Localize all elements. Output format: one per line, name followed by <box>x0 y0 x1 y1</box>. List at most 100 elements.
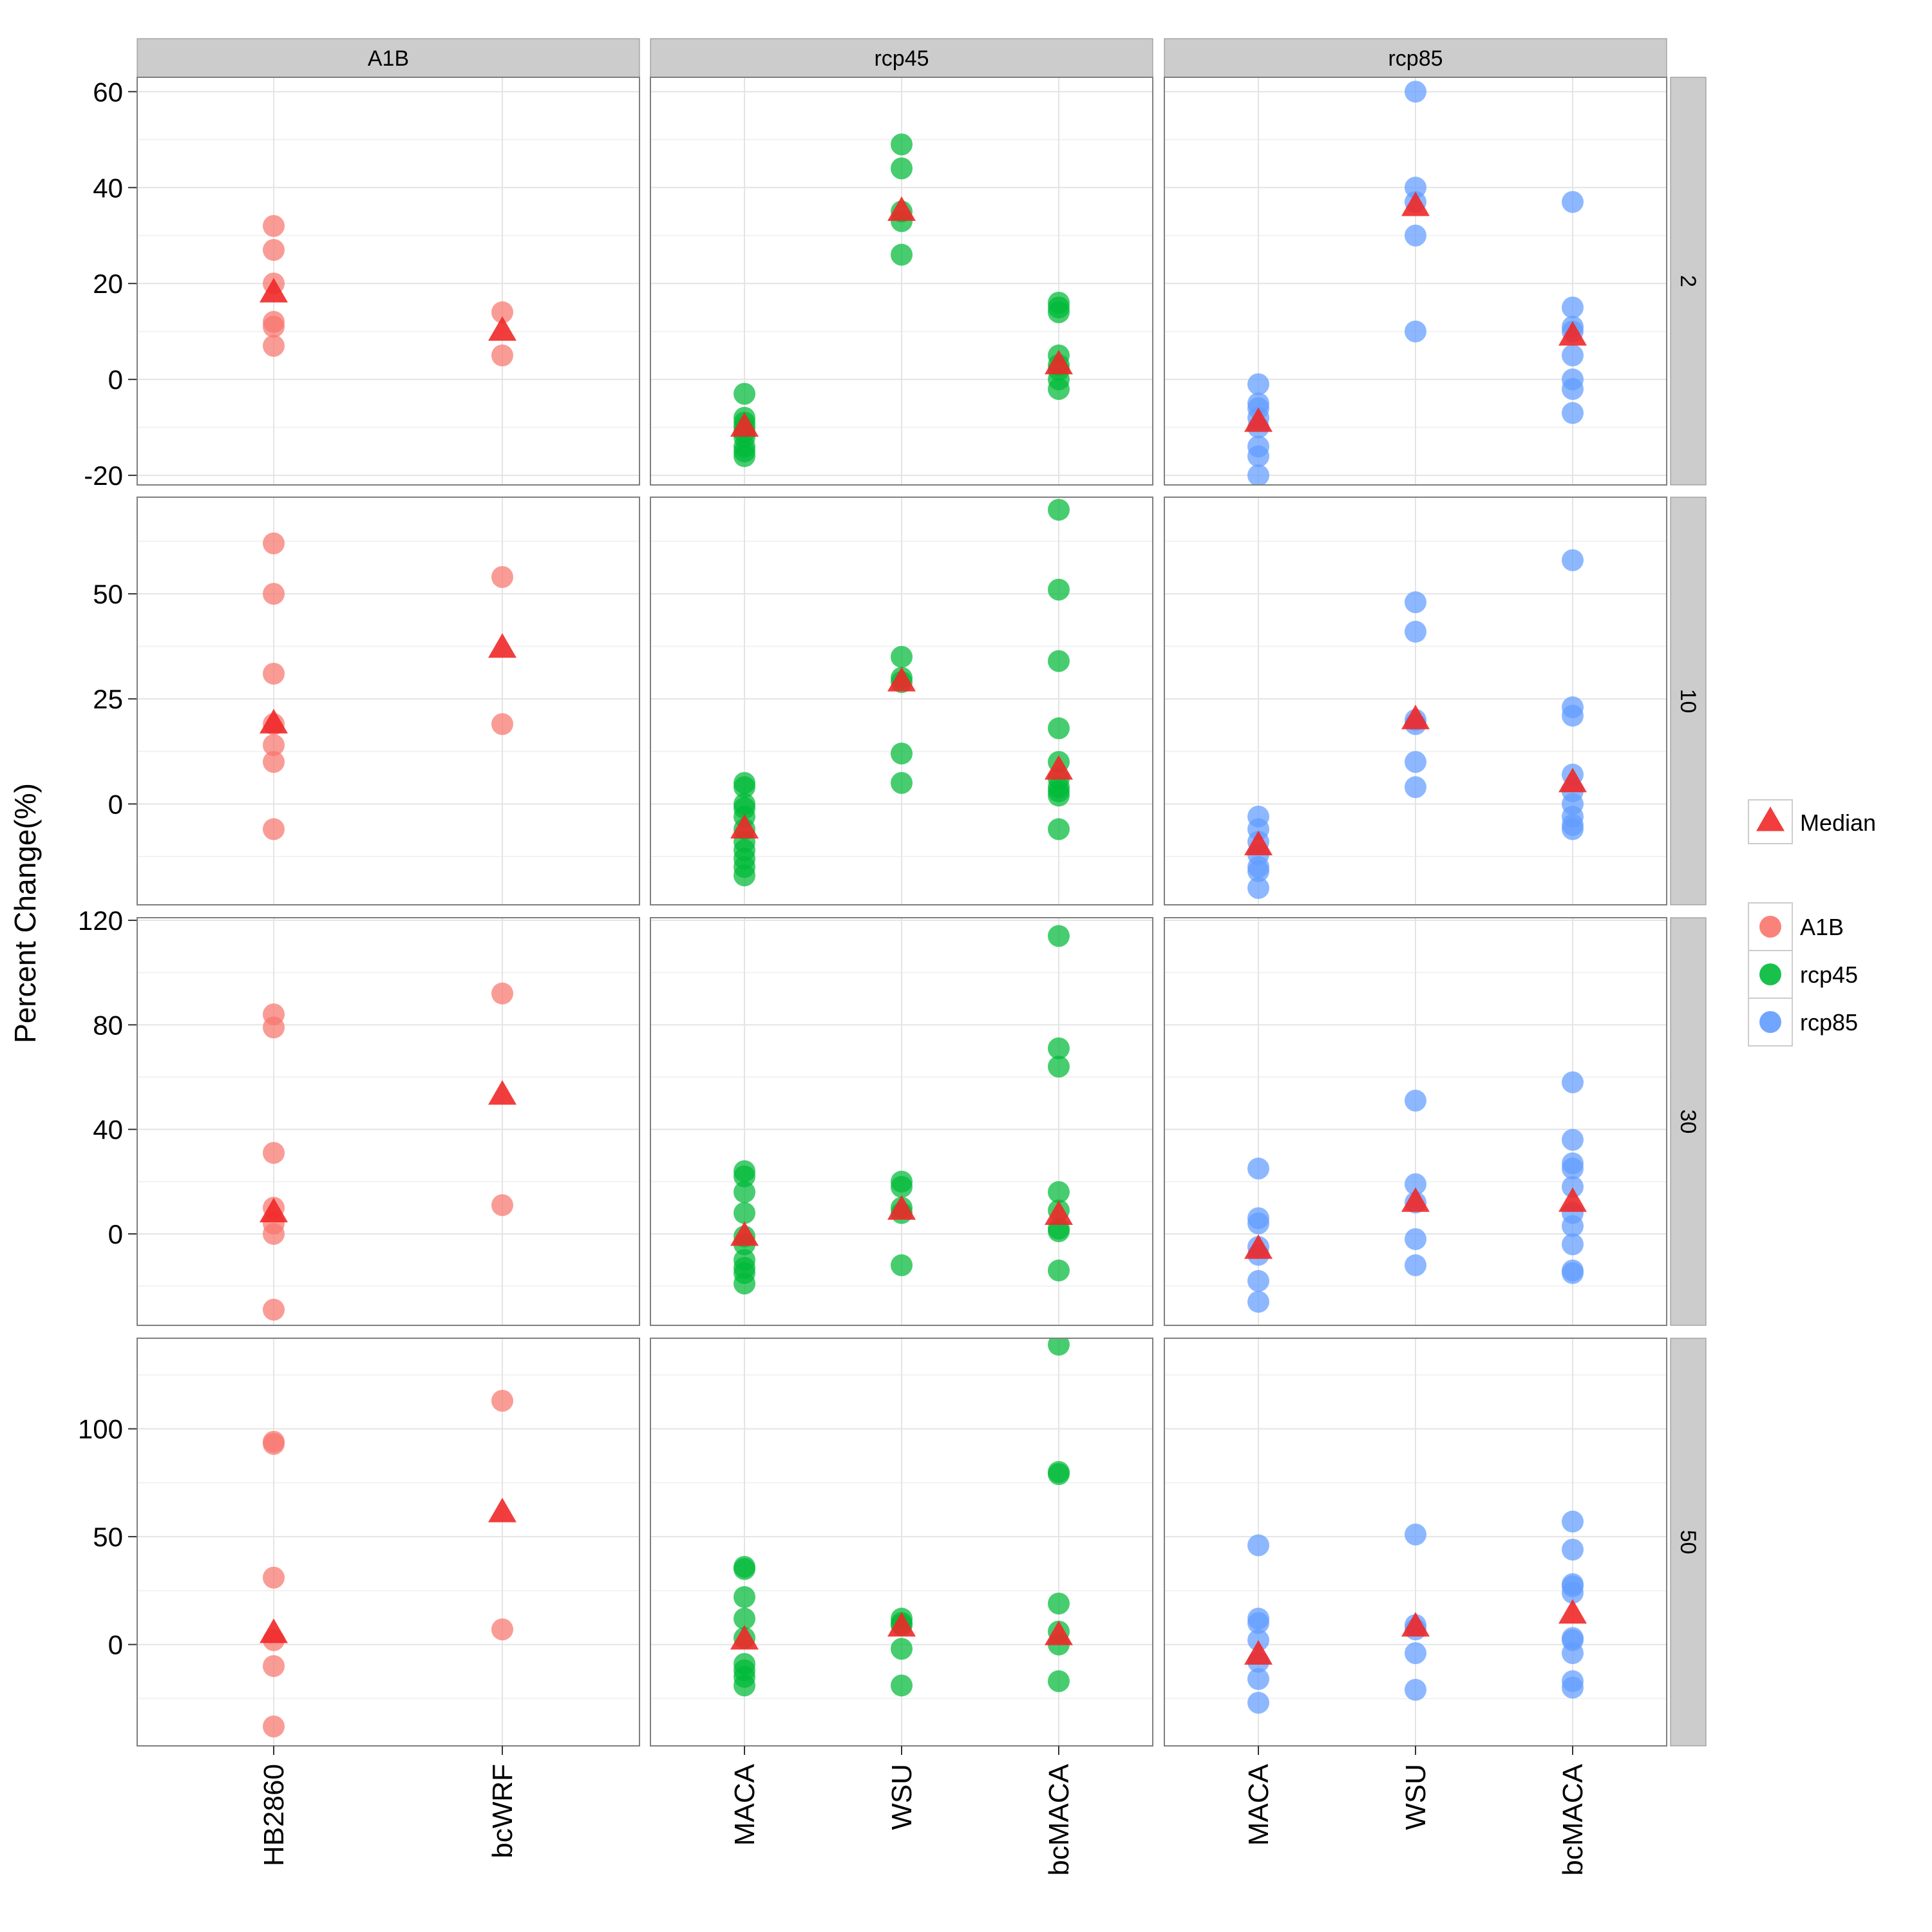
y-tick-label: -20 <box>84 460 123 491</box>
median-marker <box>1045 1200 1073 1226</box>
median-marker <box>1558 1187 1587 1212</box>
data-point <box>1405 1228 1426 1251</box>
data-point <box>263 1433 285 1455</box>
facet-panel <box>137 77 640 486</box>
data-point <box>1247 1692 1269 1714</box>
data-point <box>734 1273 755 1295</box>
panel-marks <box>730 133 1073 468</box>
data-point <box>1048 1037 1070 1059</box>
median-marker <box>488 1497 516 1522</box>
data-point <box>1562 1215 1584 1237</box>
panel-marks <box>730 925 1073 1295</box>
data-point <box>1048 1056 1070 1078</box>
data-point <box>263 1016 285 1039</box>
row-strip-label: 10 <box>1676 689 1700 714</box>
panel-marks <box>260 214 516 366</box>
legend-scenario-icon <box>1759 1011 1781 1033</box>
row-strip-label: 2 <box>1676 275 1700 287</box>
legend-scenario-label: A1B <box>1800 914 1844 940</box>
column-strip <box>650 38 1153 78</box>
data-point <box>1048 1259 1070 1282</box>
data-point <box>1405 320 1426 343</box>
median-marker <box>887 1612 916 1637</box>
data-point <box>1048 1463 1070 1485</box>
legend-scenario-label: rcp85 <box>1800 1009 1858 1036</box>
data-point <box>1562 1233 1584 1256</box>
data-point <box>1405 1678 1426 1701</box>
y-tick-label: 0 <box>108 1219 123 1249</box>
panel-marks <box>260 1390 516 1738</box>
data-point <box>734 445 755 468</box>
data-point <box>734 864 755 887</box>
facet-panel <box>1164 1338 1667 1747</box>
median-marker <box>1558 1599 1587 1624</box>
facet-panel <box>650 497 1153 905</box>
data-point <box>1048 717 1070 739</box>
median-marker <box>488 633 516 658</box>
median-marker <box>1401 1612 1430 1637</box>
data-point <box>491 1390 513 1412</box>
panel-background <box>137 497 639 905</box>
y-tick-label: 0 <box>108 789 123 819</box>
facet-panel <box>1164 917 1667 1326</box>
facet-panel <box>650 77 1153 486</box>
data-point <box>1048 925 1070 947</box>
data-point <box>891 157 913 180</box>
median-marker <box>1045 1620 1073 1645</box>
data-point <box>1405 620 1426 643</box>
panel-border <box>650 917 1153 1326</box>
median-marker <box>1244 407 1273 432</box>
data-point <box>1247 1291 1269 1313</box>
data-point <box>263 1566 285 1589</box>
data-point <box>1405 80 1426 103</box>
data-point <box>491 713 513 735</box>
median-marker <box>260 1197 288 1222</box>
data-point <box>1562 402 1584 424</box>
row-strip <box>1670 917 1707 1326</box>
row-strip <box>1670 77 1707 486</box>
data-point <box>734 383 755 405</box>
data-point <box>1562 1582 1584 1604</box>
data-point <box>1048 301 1070 323</box>
facet-panel <box>137 497 640 905</box>
data-point <box>1405 751 1426 773</box>
data-point <box>1405 1090 1426 1112</box>
facet-panels: A1B rcp45 rcp852-2002040601002550300408012… <box>78 38 1707 1876</box>
facet-panel <box>650 917 1153 1326</box>
y-tick-label: 50 <box>93 579 123 609</box>
data-point <box>1562 1676 1584 1699</box>
data-point <box>734 1558 755 1580</box>
data-point <box>1048 498 1070 521</box>
data-point <box>891 1638 913 1660</box>
data-point <box>491 344 513 366</box>
panel-border <box>650 77 1153 486</box>
legend-scenario-icon <box>1759 916 1781 938</box>
median-marker <box>1244 831 1273 856</box>
data-point <box>263 1298 285 1321</box>
data-point <box>1562 191 1584 213</box>
data-point <box>1562 1539 1584 1561</box>
data-point <box>1562 1128 1584 1151</box>
data-point <box>734 1674 755 1697</box>
median-marker <box>1045 350 1073 375</box>
y-tick-label: 40 <box>93 173 123 203</box>
data-point <box>1247 1270 1269 1293</box>
panel-border <box>137 497 640 905</box>
y-tick-label: 80 <box>93 1010 123 1040</box>
median-marker <box>1401 705 1430 730</box>
data-point <box>1405 591 1426 614</box>
panel-marks <box>260 532 516 840</box>
data-point <box>1562 1157 1584 1180</box>
data-point <box>1247 876 1269 899</box>
panel-marks <box>1244 1071 1587 1313</box>
panel-border <box>137 917 640 1326</box>
x-tick-label: HB2860 <box>258 1764 290 1866</box>
data-point <box>1247 445 1269 468</box>
row-strip <box>1670 1338 1707 1747</box>
y-tick-label: 20 <box>93 269 123 299</box>
y-tick-label: 60 <box>93 77 123 107</box>
panel-marks <box>1244 549 1587 899</box>
data-point <box>734 1165 755 1188</box>
x-tick-label: bcMACA <box>1043 1763 1075 1875</box>
